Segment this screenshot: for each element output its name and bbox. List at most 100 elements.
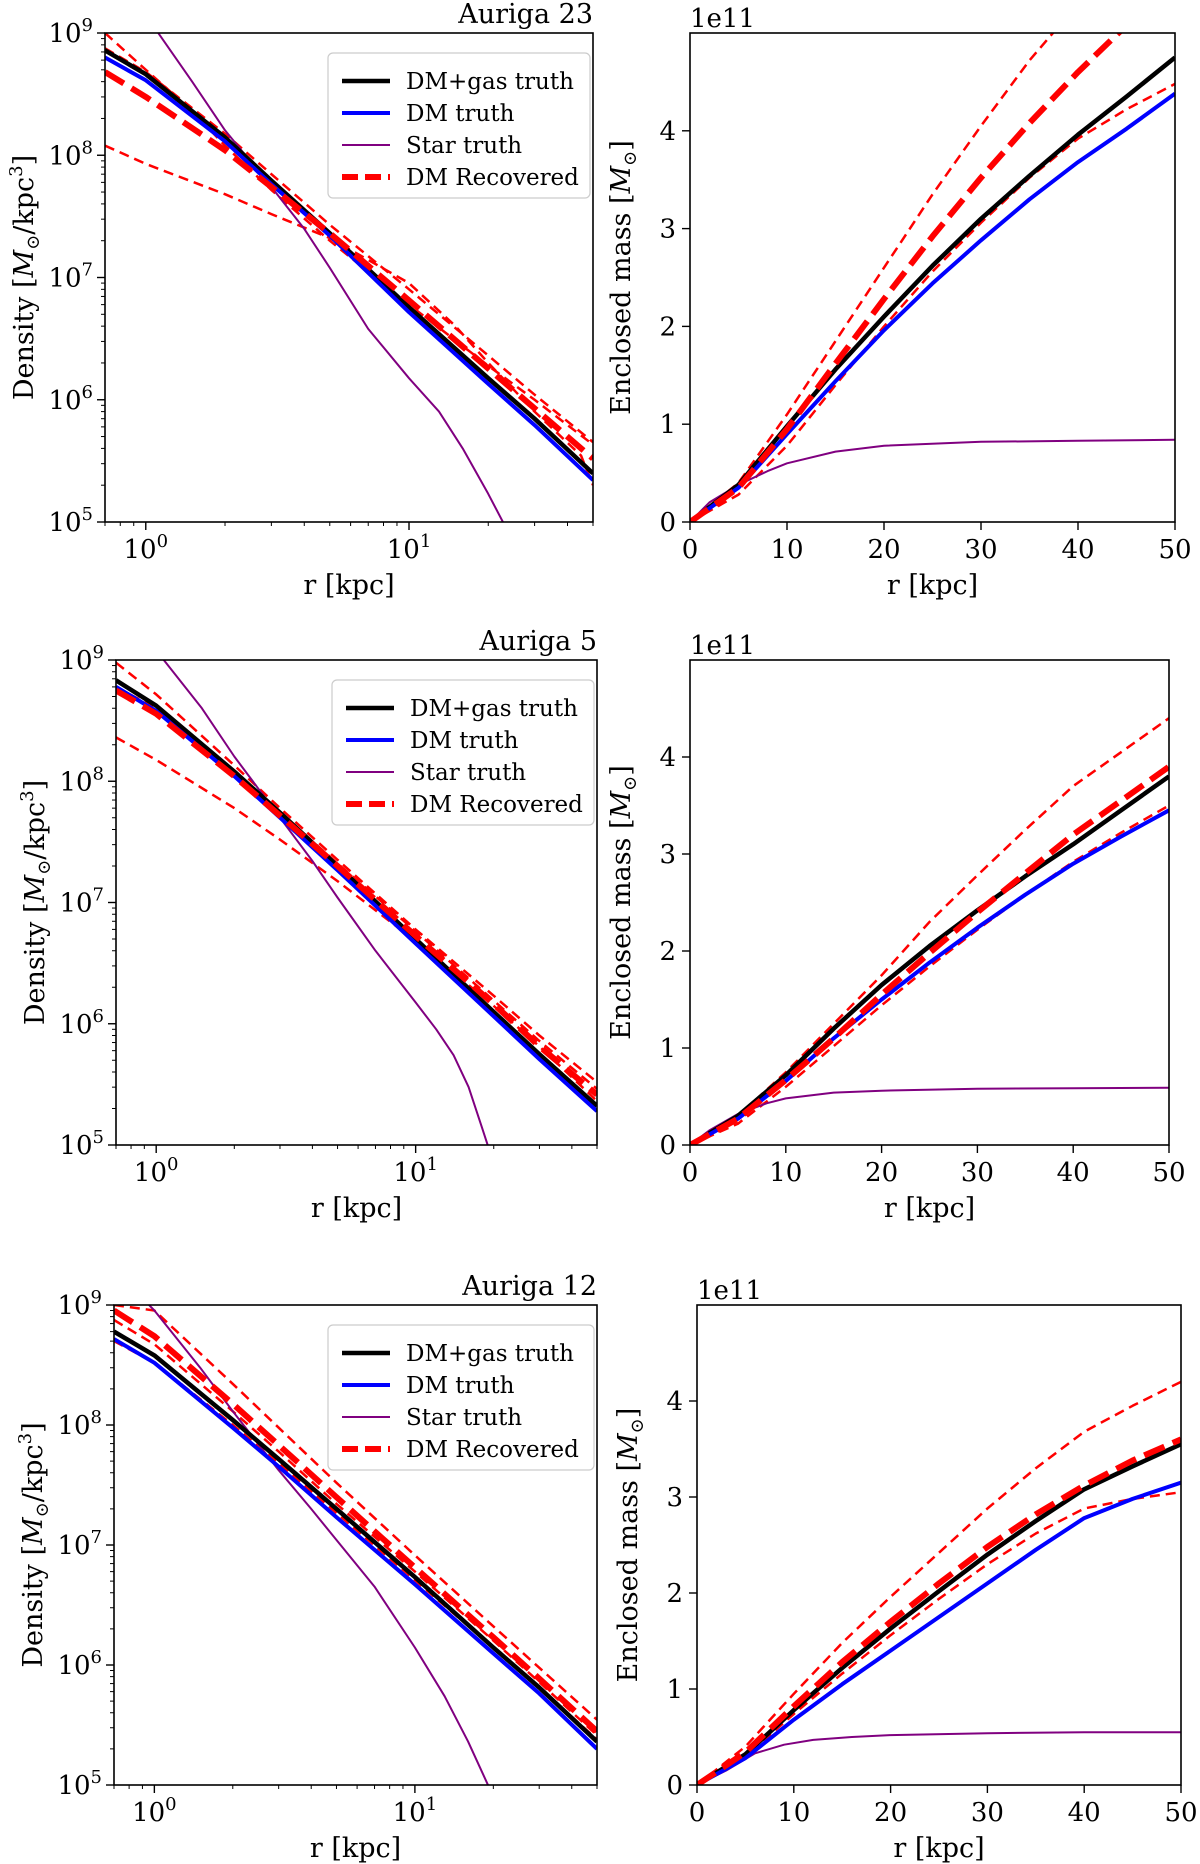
x-axis-label: r [kpc]	[884, 1193, 975, 1224]
x-tick-label: 0	[689, 1798, 706, 1828]
legend-box	[327, 1324, 595, 1471]
x-axis-label: r [kpc]	[311, 1193, 402, 1224]
panel-title: Auriga 12	[461, 1271, 597, 1302]
x-tick-label: 101	[387, 531, 432, 565]
a5-density-series-dm-recovered	[116, 687, 597, 1097]
x-tick-label: 20	[867, 535, 900, 565]
y-tick-label: 4	[666, 1387, 683, 1417]
x-tick-label: 30	[971, 1798, 1004, 1828]
legend: DM+gas truth DM truth Star truth DM Recover…	[327, 52, 591, 199]
legend-label-rec: DM Recovered	[410, 792, 583, 818]
y-axis-label: Density [M⊙/kpc3]	[6, 155, 44, 400]
x-tick-label: 101	[393, 1794, 438, 1828]
y-axis-label: Density [M⊙/kpc3]	[15, 1422, 53, 1667]
legend-label-gas: DM+gas truth	[406, 1341, 574, 1367]
a23-mass-axes-frame	[689, 32, 1176, 523]
y-offset-text: 1e11	[697, 1276, 762, 1306]
y-tick-label: 109	[57, 1287, 102, 1321]
x-axis-label: r [kpc]	[893, 1833, 984, 1864]
y-axis-label: Enclosed mass [M⊙]	[606, 765, 641, 1040]
y-offset-text: 1e11	[690, 4, 755, 34]
x-tick-label: 0	[682, 1158, 699, 1188]
a23-density-series-star-truth	[157, 33, 505, 522]
y-tick-label: 3	[659, 840, 676, 870]
y-tick-label: 2	[659, 937, 676, 967]
a23-mass-series-recovered-band-4	[690, 33, 1055, 522]
y-tick-label: 109	[48, 15, 93, 49]
y-tick-label: 105	[48, 504, 93, 538]
y-tick-label: 0	[659, 1131, 676, 1161]
y-tick-label: 107	[48, 260, 93, 294]
a12-density-series-star-truth	[147, 1305, 490, 1785]
a23-density-panel: 100 101 105 106 107 108 109 r [kpc] Density [M⊙/…	[6, 0, 594, 601]
legend-label-dm: DM truth	[406, 101, 515, 127]
legend-label-gas: DM+gas truth	[406, 69, 574, 95]
a23-mass-series-dm-gas-truth	[690, 55, 1175, 522]
x-axis-label: r [kpc]	[887, 570, 978, 601]
a5-mass-series-dm-recovered	[690, 764, 1169, 1145]
y-tick-label: 4	[659, 117, 676, 147]
legend-label-rec: DM Recovered	[406, 165, 579, 191]
x-tick-label: 30	[961, 1158, 994, 1188]
x-tick-label: 40	[1061, 535, 1094, 565]
y-tick-label: 0	[666, 1771, 683, 1801]
y-tick-label: 106	[48, 382, 93, 416]
x-tick-label: 20	[865, 1158, 898, 1188]
y-axis-label: Enclosed mass [M⊙]	[613, 1408, 648, 1683]
legend-label-gas: DM+gas truth	[410, 696, 578, 722]
a5-mass-series-recovered-band-5	[690, 804, 1169, 1145]
y-tick-label: 106	[57, 1647, 102, 1681]
legend: DM+gas truth DM truth Star truth DM Recover…	[327, 1324, 595, 1471]
a12-density-series-dm-gas-truth	[114, 1329, 597, 1744]
legend-label-rec: DM Recovered	[406, 1437, 579, 1463]
a5-mass-series	[690, 717, 1169, 1145]
a23-density-series-dm-recovered	[105, 69, 593, 461]
a5-density-series-recovered-band-6	[116, 685, 597, 1090]
x-tick-label: 10	[777, 1798, 810, 1828]
a5-mass-panel: 0 10 20 30 40 50 0 1 2 3 4 1e11 r [kpc] Enclosed mass…	[606, 631, 1186, 1224]
y-tick-label: 1	[659, 410, 676, 440]
legend-label-dm: DM truth	[410, 728, 519, 754]
legend-box	[327, 52, 591, 199]
y-tick-label: 108	[59, 763, 104, 797]
y-tick-label: 108	[48, 137, 93, 171]
a23-density-series-recovered-band-6	[105, 144, 593, 486]
x-tick-label: 10	[770, 535, 803, 565]
y-tick-label: 107	[59, 885, 104, 919]
x-tick-label: 100	[124, 531, 169, 565]
x-tick-label: 30	[964, 535, 997, 565]
x-tick-label: 100	[132, 1794, 177, 1828]
a23-density-series-dm-truth	[105, 55, 593, 482]
legend-label-star: Star truth	[406, 133, 522, 159]
a12-density-series-recovered-band-6	[114, 1318, 597, 1737]
a5-density-series-star-truth	[162, 660, 489, 1145]
y-tick-label: 108	[57, 1407, 102, 1441]
legend-label-star: Star truth	[410, 760, 526, 786]
y-tick-label: 106	[59, 1006, 104, 1040]
a5-density-series	[116, 660, 597, 1145]
a5-density-panel: 100 101 105 106 107 108 109 r [kpc] Density [M⊙/…	[17, 626, 598, 1224]
a12-density-series-recovered-band-4	[114, 1305, 597, 1721]
x-tick-label: 40	[1068, 1798, 1101, 1828]
x-tick-label: 50	[1152, 1158, 1185, 1188]
a12-mass-series	[697, 1380, 1181, 1785]
y-tick-label: 3	[659, 215, 676, 245]
a12-mass-series-dm-recovered	[697, 1436, 1181, 1785]
legend-box	[331, 679, 595, 826]
a23-density-series	[105, 33, 593, 522]
y-tick-label: 1	[659, 1034, 676, 1064]
panel-title: Auriga 23	[457, 0, 593, 30]
y-tick-label: 105	[59, 1127, 104, 1161]
a12-density-panel: 100 101 105 106 107 108 109 r [kpc] Density [M⊙/…	[15, 1271, 598, 1864]
y-tick-label: 2	[666, 1579, 683, 1609]
a5-mass-series-dm-gas-truth	[690, 774, 1169, 1145]
legend-label-dm: DM truth	[406, 1373, 515, 1399]
y-tick-label: 0	[659, 508, 676, 538]
y-tick-label: 109	[59, 642, 104, 676]
x-tick-label: 40	[1057, 1158, 1090, 1188]
x-axis-label: r [kpc]	[310, 1833, 401, 1864]
legend: DM+gas truth DM truth Star truth DM Recover…	[331, 679, 595, 826]
a12-mass-axes-frame	[696, 1304, 1182, 1786]
a12-mass-panel: 0 10 20 30 40 50 0 1 2 3 4 1e11 r [kpc] Enclosed mass…	[613, 1276, 1198, 1864]
y-tick-label: 3	[666, 1483, 683, 1513]
